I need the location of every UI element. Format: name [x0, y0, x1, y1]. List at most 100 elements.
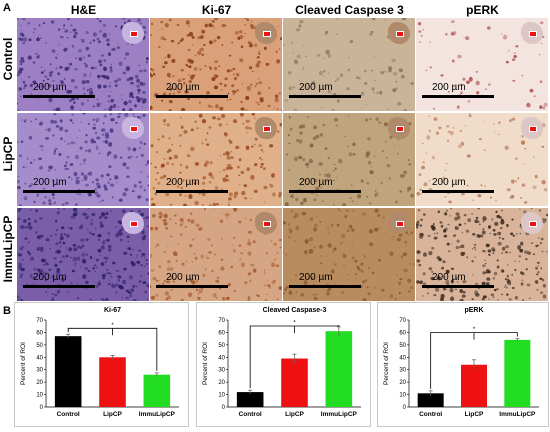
bar-lipcp: [99, 357, 126, 407]
tissue-thumbnail: [255, 212, 277, 234]
bar-lipcp: [461, 364, 487, 407]
chart-frame: [196, 302, 371, 427]
tissue-thumbnail: [388, 117, 410, 139]
significance-star: *: [111, 323, 114, 329]
tissue-thumbnail: [388, 212, 410, 234]
y-tick-label: 20: [218, 380, 225, 386]
micrograph-lipcp-perk: 200 µm: [416, 113, 548, 206]
scale-bar: [422, 285, 494, 288]
scale-bar: [289, 190, 361, 193]
row-title-immulipcp: ImmuLipCP: [1, 215, 15, 283]
tissue-thumbnail: [521, 117, 543, 139]
bar-immulipcp: [325, 331, 353, 407]
scale-bar-label: 200 µm: [299, 82, 333, 93]
scale-bar: [156, 285, 228, 288]
category-label: ImmuLipCP: [139, 411, 176, 418]
roi-marker: [396, 31, 404, 37]
roi-marker: [130, 31, 138, 37]
column-title-he: H&E: [70, 3, 97, 17]
y-tick-label: 70: [218, 318, 225, 324]
roi-marker: [130, 126, 138, 132]
micrograph-lipcp-ki67: 200 µm: [150, 113, 282, 206]
scale-bar: [23, 190, 95, 193]
y-tick-label: 60: [399, 330, 406, 336]
chart-title: Ki-67: [104, 307, 121, 314]
scale-bar: [289, 285, 361, 288]
y-axis-label: Percent of ROI: [20, 342, 27, 385]
scale-bar: [422, 95, 494, 98]
roi-marker: [263, 126, 271, 132]
y-tick-label: 40: [218, 355, 225, 361]
tissue-thumbnail: [122, 212, 144, 234]
category-label: Control: [239, 411, 262, 418]
significance-bracket: [430, 332, 518, 389]
roi-marker: [130, 221, 138, 227]
column-title-ki67: Ki-67: [201, 3, 232, 17]
tissue-thumbnail: [521, 22, 543, 44]
chart-title: Cleaved Caspase-3: [263, 307, 327, 314]
significance-star: *: [293, 321, 296, 327]
row-title-lipcp: LipCP: [1, 136, 15, 172]
scale-bar-label: 200 µm: [33, 82, 67, 93]
y-tick-label: 50: [36, 343, 43, 349]
scale-bar: [156, 190, 228, 193]
tissue-thumbnail: [255, 117, 277, 139]
y-tick-label: 40: [399, 355, 406, 361]
y-tick-label: 0: [40, 405, 44, 411]
micrograph-control-he: 200 µm: [17, 18, 149, 111]
scale-bar: [23, 285, 95, 288]
scale-bar-label: 200 µm: [33, 272, 67, 283]
tissue-thumbnail: [122, 22, 144, 44]
roi-marker: [396, 221, 404, 227]
y-tick-label: 10: [36, 393, 43, 399]
column-title-caspase: Cleaved Caspase 3: [295, 3, 404, 17]
micrograph-immulipcp-caspase: 200 µm: [283, 208, 415, 301]
bar-immulipcp: [143, 374, 171, 407]
tissue-thumbnail: [255, 22, 277, 44]
scale-bar-label: 200 µm: [166, 272, 200, 283]
scale-bar-label: 200 µm: [299, 272, 333, 283]
tissue-thumbnail: [388, 22, 410, 44]
y-tick-label: 70: [36, 318, 43, 324]
scale-bar-label: 200 µm: [432, 82, 466, 93]
y-tick-label: 30: [36, 368, 43, 374]
y-tick-label: 30: [399, 368, 406, 374]
y-tick-label: 0: [403, 405, 407, 411]
scale-bar-label: 200 µm: [432, 177, 466, 188]
roi-marker: [529, 31, 537, 37]
tissue-thumbnail: [521, 212, 543, 234]
y-tick-label: 30: [218, 368, 225, 374]
y-tick-label: 10: [218, 393, 225, 399]
y-axis-label: Percent of ROI: [383, 342, 390, 385]
panel-b-label: B: [3, 305, 11, 317]
row-title-control: Control: [1, 37, 15, 81]
y-tick-label: 40: [36, 355, 43, 361]
category-label: Control: [57, 411, 80, 418]
y-tick-label: 60: [36, 330, 43, 336]
y-tick-label: 20: [36, 380, 43, 386]
micrograph-immulipcp-perk: 200 µm: [416, 208, 548, 301]
micrograph-immulipcp-he: 200 µm: [17, 208, 149, 301]
caspase3-bar-chart: Cleaved Caspase-3 0 10 20 30 40 50 60 70 Percent …: [196, 302, 371, 427]
bar-immulipcp: [504, 339, 531, 407]
micrograph-control-perk: 200 µm: [416, 18, 548, 111]
y-tick-label: 0: [222, 405, 226, 411]
tissue-thumbnail: [122, 117, 144, 139]
category-label: Control: [419, 411, 442, 418]
chart-title: pERK: [464, 307, 483, 314]
scale-bar-label: 200 µm: [166, 177, 200, 188]
perk-bar-chart: pERK 0 10 20 30 40 50 60 70 Percent of ROI Control…: [377, 302, 549, 427]
scale-bar-label: 200 µm: [432, 272, 466, 283]
significance-star: *: [473, 327, 476, 333]
bar-control: [236, 392, 264, 407]
roi-marker: [396, 126, 404, 132]
y-axis-label: Percent of ROI: [202, 342, 209, 385]
y-tick-label: 60: [218, 330, 225, 336]
column-title-perk: pERK: [466, 3, 499, 17]
category-label: ImmuLipCP: [321, 411, 358, 418]
category-label: LipCP: [285, 411, 304, 418]
bar-lipcp: [281, 358, 308, 407]
category-label: ImmuLipCP: [499, 411, 536, 418]
scale-bar-label: 200 µm: [299, 177, 333, 188]
roi-marker: [529, 126, 537, 132]
